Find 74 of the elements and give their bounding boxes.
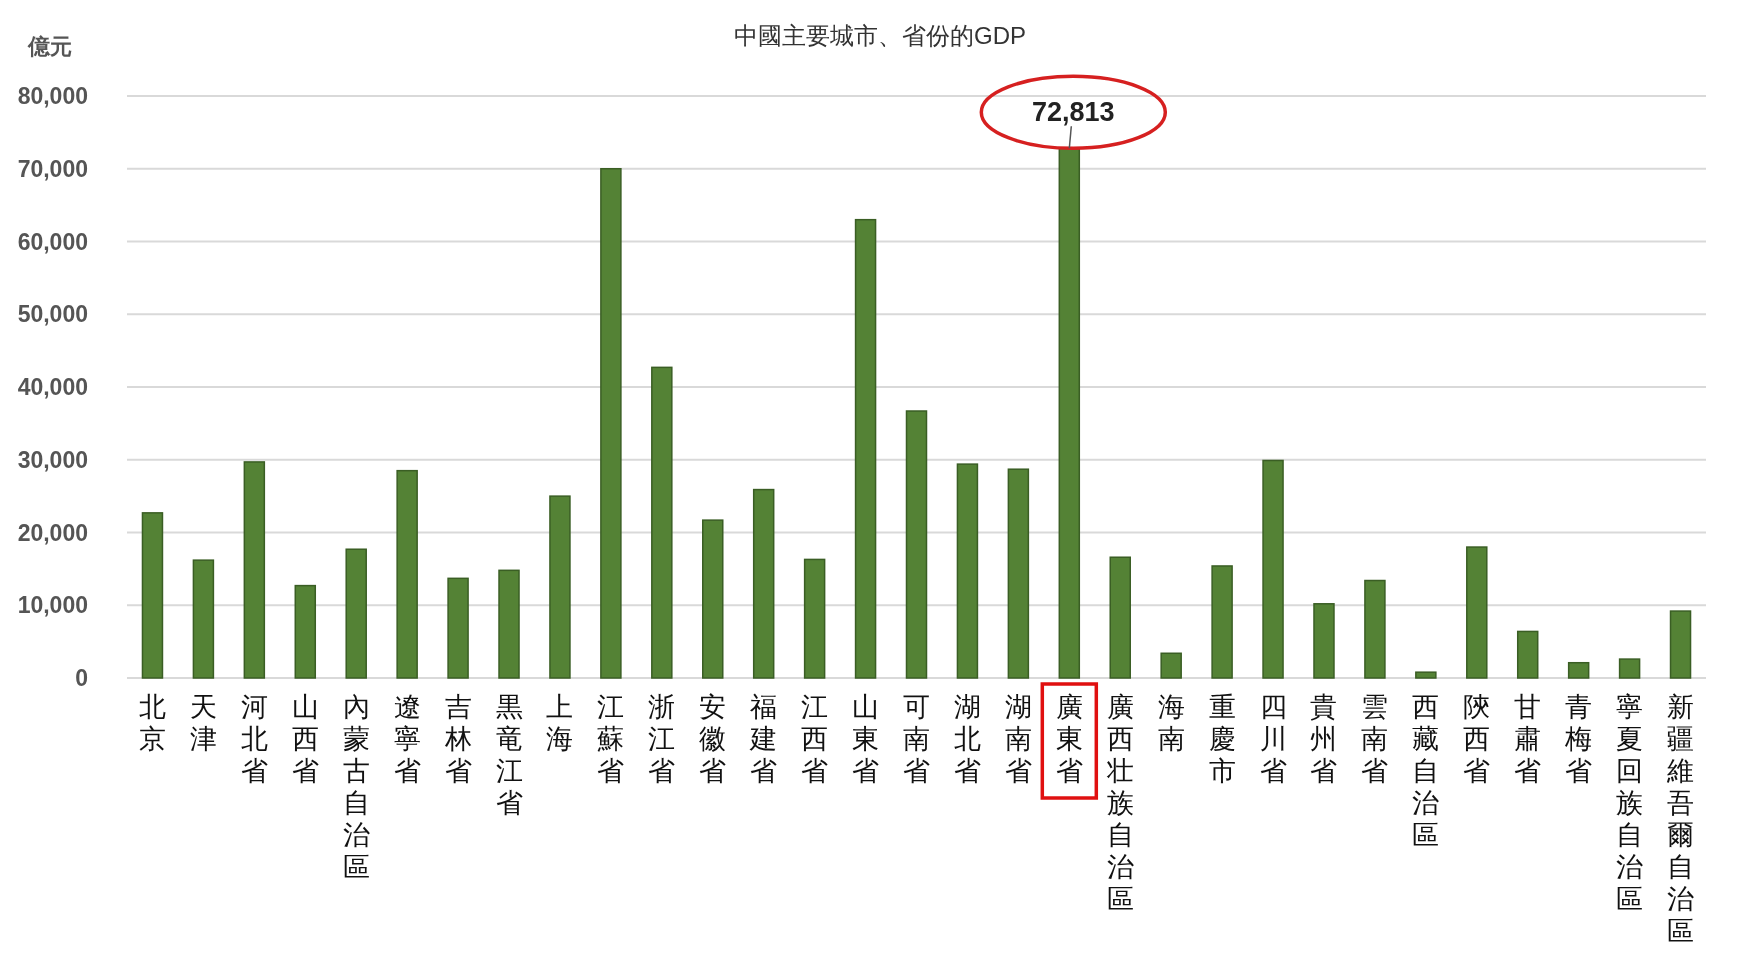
x-tick-label: 福建省 bbox=[749, 692, 778, 786]
bar bbox=[651, 366, 673, 679]
bar bbox=[1007, 468, 1030, 679]
x-tick-label: 廣西壮族自治區 bbox=[1105, 692, 1134, 914]
bar bbox=[498, 569, 520, 679]
bar bbox=[752, 488, 775, 679]
x-tick-label: 山東省 bbox=[852, 692, 880, 786]
x-tick-label: 安徽省 bbox=[699, 692, 727, 786]
x-tick-label: 浙江省 bbox=[648, 692, 676, 786]
bar bbox=[192, 559, 215, 679]
y-tick-label: 10,000 bbox=[17, 592, 88, 619]
bar bbox=[1109, 556, 1131, 679]
bar bbox=[1211, 565, 1233, 679]
y-tick-label: 60,000 bbox=[17, 228, 88, 255]
bar bbox=[1313, 603, 1335, 679]
x-tick-label: 四川省 bbox=[1259, 692, 1287, 786]
bar bbox=[1262, 459, 1284, 679]
x-tick-label: 廣東省 bbox=[1055, 692, 1083, 786]
chart-title: 中國主要城市、省份的GDP bbox=[733, 22, 1027, 49]
bar bbox=[141, 512, 164, 679]
x-tick-label: 湖北省 bbox=[953, 692, 981, 786]
x-tick-label: 甘肅省 bbox=[1514, 692, 1542, 786]
bar bbox=[905, 410, 928, 679]
bar bbox=[1669, 610, 1692, 679]
x-tick-label: 上海 bbox=[546, 692, 574, 754]
x-tick-label: 黒竜江省 bbox=[495, 692, 523, 818]
bar bbox=[1058, 147, 1081, 679]
bar bbox=[1160, 652, 1182, 679]
y-tick-label: 20,000 bbox=[17, 519, 88, 546]
x-tick-label: 青梅省 bbox=[1564, 692, 1593, 786]
y-tick-label: 0 bbox=[75, 665, 88, 691]
x-tick-label: 雲南省 bbox=[1361, 692, 1389, 786]
y-tick-label: 70,000 bbox=[17, 155, 88, 182]
x-tick-label: 新疆維吾爾自治區 bbox=[1666, 692, 1695, 946]
bar bbox=[1415, 671, 1437, 679]
x-tick-label: 湖南省 bbox=[1004, 692, 1032, 786]
y-axis-title: 億元 bbox=[27, 34, 72, 59]
bar bbox=[803, 558, 826, 679]
bar bbox=[854, 218, 877, 679]
bar bbox=[1516, 630, 1539, 679]
bar bbox=[600, 168, 622, 679]
x-tick-label: 江蘇省 bbox=[597, 692, 625, 786]
bar bbox=[1618, 658, 1641, 679]
bar bbox=[1466, 546, 1488, 679]
bar bbox=[345, 548, 367, 679]
y-tick-label: 40,000 bbox=[17, 374, 88, 400]
bar bbox=[702, 519, 724, 679]
x-tick-label: 江西省 bbox=[801, 692, 829, 786]
y-tick-label: 80,000 bbox=[17, 83, 88, 109]
x-tick-label: 山西省 bbox=[291, 692, 319, 786]
bar bbox=[294, 584, 317, 679]
x-tick-label: 貴州省 bbox=[1310, 692, 1338, 786]
x-tick-label: 內蒙古自治區 bbox=[342, 692, 370, 882]
x-tick-label: 寧夏回族自治區 bbox=[1616, 692, 1644, 914]
bar bbox=[447, 577, 469, 679]
x-tick-label: 海南 bbox=[1157, 692, 1185, 754]
bar bbox=[396, 469, 418, 679]
x-tick-label: 可南省 bbox=[903, 692, 930, 786]
bar bbox=[243, 461, 266, 679]
x-tick-label: 天津 bbox=[189, 692, 217, 754]
x-tick-label: 遼寧省 bbox=[393, 692, 421, 786]
x-tick-label: 河北省 bbox=[240, 692, 268, 786]
x-tick-label: 北京 bbox=[138, 692, 166, 754]
x-tick-label: 重慶市 bbox=[1208, 692, 1236, 786]
annotation: 72,813 bbox=[1032, 97, 1115, 128]
y-tick-label: 30,000 bbox=[17, 446, 88, 473]
x-tick-label: 陝西省 bbox=[1463, 692, 1491, 786]
bar bbox=[549, 495, 571, 679]
bar bbox=[1567, 661, 1590, 679]
bar bbox=[1364, 579, 1386, 679]
x-tick-label: 吉林省 bbox=[443, 692, 472, 786]
x-tick-label: 西藏自治區 bbox=[1412, 692, 1440, 850]
y-tick-label: 50,000 bbox=[17, 301, 88, 328]
bar bbox=[956, 463, 979, 679]
